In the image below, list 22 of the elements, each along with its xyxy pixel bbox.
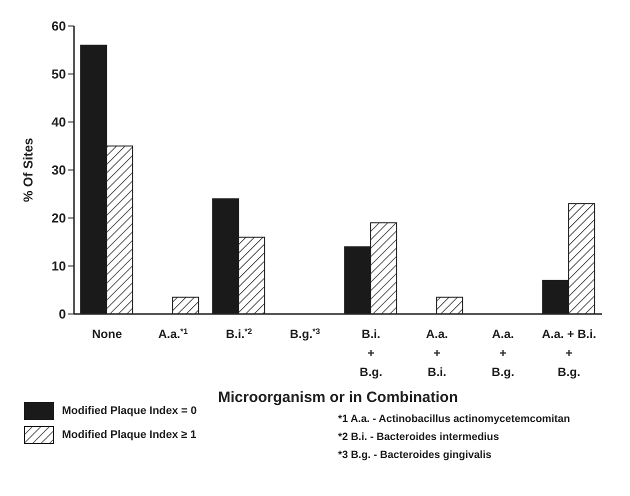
x-tick-label: A.a.$^{*1}$	[158, 326, 188, 341]
y-tick-label: 60	[52, 18, 66, 34]
y-tick-label: 20	[52, 210, 66, 226]
x-tick-label: A.a. + B.i. + B.g.	[542, 327, 596, 379]
text: *2 B.i. - Bacteroides intermedius	[338, 431, 500, 443]
x-tick-label: B.i.$^{*2}$	[226, 326, 253, 341]
x-tick-label: B.g.$^{*3}$	[290, 326, 321, 341]
x-axis-title: Microorganism or in Combination	[218, 389, 458, 406]
y-tick-label: 0	[58, 306, 66, 322]
y-tick-label: 10	[52, 258, 66, 274]
x-tick-label: B.i. + B.g.	[360, 327, 382, 379]
y-tick-label: 50	[52, 66, 66, 82]
y-axis-title: % Of Sites	[20, 138, 36, 202]
text: *1 A.a. - Actinobacillus actinomycetemcomitan	[338, 413, 570, 425]
x-tick-label: A.a. + B.i.	[426, 327, 448, 379]
legend-label: Modified Plaque Index = 0	[62, 405, 197, 417]
y-tick-label: 40	[52, 114, 66, 130]
text: *3 B.g. - Bacteroides gingivalis	[338, 449, 492, 461]
x-tick-label: None	[92, 327, 122, 341]
y-tick-label: 30	[52, 162, 66, 178]
legend-label: Modified Plaque Index ≥ 1	[62, 429, 196, 441]
x-tick-label: A.a. + B.g.	[492, 327, 514, 379]
